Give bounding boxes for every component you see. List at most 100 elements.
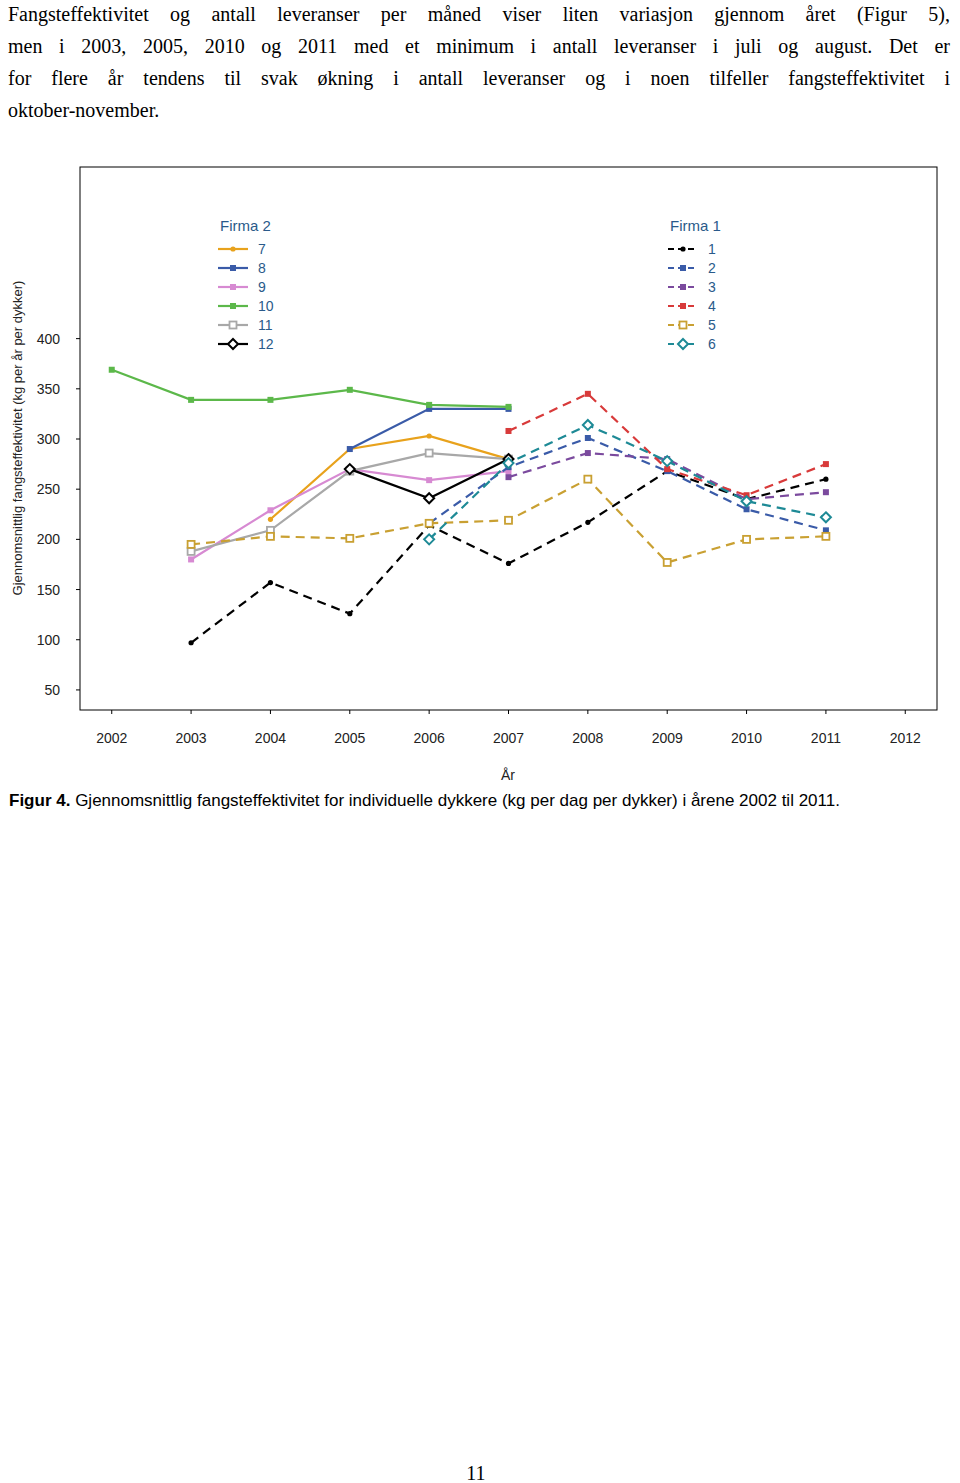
marker bbox=[585, 435, 591, 441]
legend-label: 2 bbox=[708, 260, 716, 276]
legend-label: 8 bbox=[258, 260, 266, 276]
series-line bbox=[429, 425, 826, 539]
y-tick-label: 400 bbox=[37, 331, 61, 347]
legend-label: 1 bbox=[708, 241, 716, 257]
legend-label: 7 bbox=[258, 241, 266, 257]
marker bbox=[109, 367, 115, 373]
marker bbox=[228, 339, 238, 349]
x-tick-label: 2002 bbox=[96, 730, 127, 746]
series-line bbox=[509, 394, 826, 495]
x-tick bbox=[191, 710, 192, 714]
legend-label: 11 bbox=[258, 317, 273, 333]
marker bbox=[505, 517, 512, 524]
x-tick-label: 2008 bbox=[572, 730, 603, 746]
legend-label: 4 bbox=[708, 298, 716, 314]
paragraph-line: men i 2003, 2005, 2010 og 2011 med et mi… bbox=[8, 32, 950, 64]
x-tick-label: 2005 bbox=[334, 730, 365, 746]
marker bbox=[188, 548, 195, 555]
x-tick-label: 2011 bbox=[811, 730, 841, 746]
x-tick bbox=[111, 710, 112, 714]
marker bbox=[230, 265, 236, 271]
plot-area bbox=[109, 367, 831, 646]
marker bbox=[424, 493, 434, 503]
legend-title: Firma 2 bbox=[220, 217, 271, 234]
paragraph-line: for flere år tendens til svak økning i a… bbox=[8, 64, 950, 96]
y-tick bbox=[76, 589, 80, 590]
y-tick bbox=[76, 489, 80, 490]
marker bbox=[426, 402, 432, 408]
marker bbox=[345, 464, 355, 474]
marker bbox=[662, 456, 672, 466]
marker bbox=[426, 477, 432, 483]
marker bbox=[267, 507, 273, 513]
x-tick bbox=[825, 710, 826, 714]
marker bbox=[188, 541, 195, 548]
legend-label: 12 bbox=[258, 336, 274, 352]
marker bbox=[743, 536, 750, 543]
y-tick-label: 200 bbox=[37, 531, 61, 547]
marker bbox=[188, 640, 193, 645]
y-tick bbox=[76, 639, 80, 640]
marker bbox=[821, 512, 831, 522]
series-line bbox=[112, 370, 509, 407]
marker bbox=[680, 246, 685, 251]
marker bbox=[230, 303, 236, 309]
marker bbox=[230, 284, 236, 290]
x-tick bbox=[508, 710, 509, 714]
x-tick-label: 2009 bbox=[652, 730, 683, 746]
marker bbox=[742, 496, 752, 506]
marker bbox=[680, 265, 686, 271]
y-tick bbox=[76, 539, 80, 540]
marker bbox=[347, 446, 352, 451]
legend-label: 9 bbox=[258, 279, 266, 295]
marker bbox=[506, 561, 511, 566]
marker bbox=[664, 559, 671, 566]
x-axis-label: År bbox=[501, 767, 515, 783]
series-line bbox=[191, 453, 508, 551]
marker bbox=[680, 284, 686, 290]
y-tick-label: 350 bbox=[37, 381, 61, 397]
marker bbox=[188, 397, 194, 403]
marker bbox=[347, 446, 353, 452]
x-tick-label: 2006 bbox=[414, 730, 445, 746]
marker bbox=[823, 477, 828, 482]
y-tick-label: 300 bbox=[37, 431, 61, 447]
series-line bbox=[191, 471, 826, 643]
marker bbox=[267, 533, 274, 540]
legend-label: 10 bbox=[258, 298, 274, 314]
marker bbox=[585, 391, 591, 397]
marker bbox=[585, 520, 590, 525]
marker bbox=[506, 428, 512, 434]
x-tick bbox=[905, 710, 906, 714]
marker bbox=[504, 458, 514, 468]
legend-label: 6 bbox=[708, 336, 716, 352]
x-tick bbox=[270, 710, 271, 714]
series-line bbox=[270, 436, 508, 519]
caption: Figur 4. Gjennomsnittlig fangsteffektivi… bbox=[9, 791, 840, 811]
marker bbox=[424, 534, 434, 544]
marker bbox=[823, 489, 829, 495]
marker bbox=[680, 303, 686, 309]
marker bbox=[268, 517, 273, 522]
plot-frame bbox=[80, 167, 937, 710]
marker bbox=[426, 520, 433, 527]
paragraph-line: oktober-november. bbox=[8, 96, 950, 128]
y-tick-label: 150 bbox=[37, 582, 61, 598]
paragraph: Fangsteffektivitet og antall leveranser … bbox=[8, 0, 950, 128]
x-tick-label: 2010 bbox=[731, 730, 762, 746]
marker bbox=[230, 322, 237, 329]
marker bbox=[426, 520, 432, 526]
legend-title: Firma 1 bbox=[670, 217, 721, 234]
paragraph-line: Fangsteffektivitet og antall leveranser … bbox=[8, 0, 950, 32]
y-tick bbox=[76, 689, 80, 690]
y-tick bbox=[76, 388, 80, 389]
y-tick bbox=[76, 338, 80, 339]
y-tick-label: 100 bbox=[37, 632, 61, 648]
marker bbox=[267, 397, 273, 403]
y-axis-label: Gjennomsnittlig fangsteffektivitet (kg p… bbox=[10, 281, 25, 596]
y-tick-label: 250 bbox=[37, 481, 61, 497]
legend-label: 5 bbox=[708, 317, 716, 333]
marker bbox=[346, 535, 353, 542]
marker bbox=[584, 476, 591, 483]
marker bbox=[347, 387, 353, 393]
